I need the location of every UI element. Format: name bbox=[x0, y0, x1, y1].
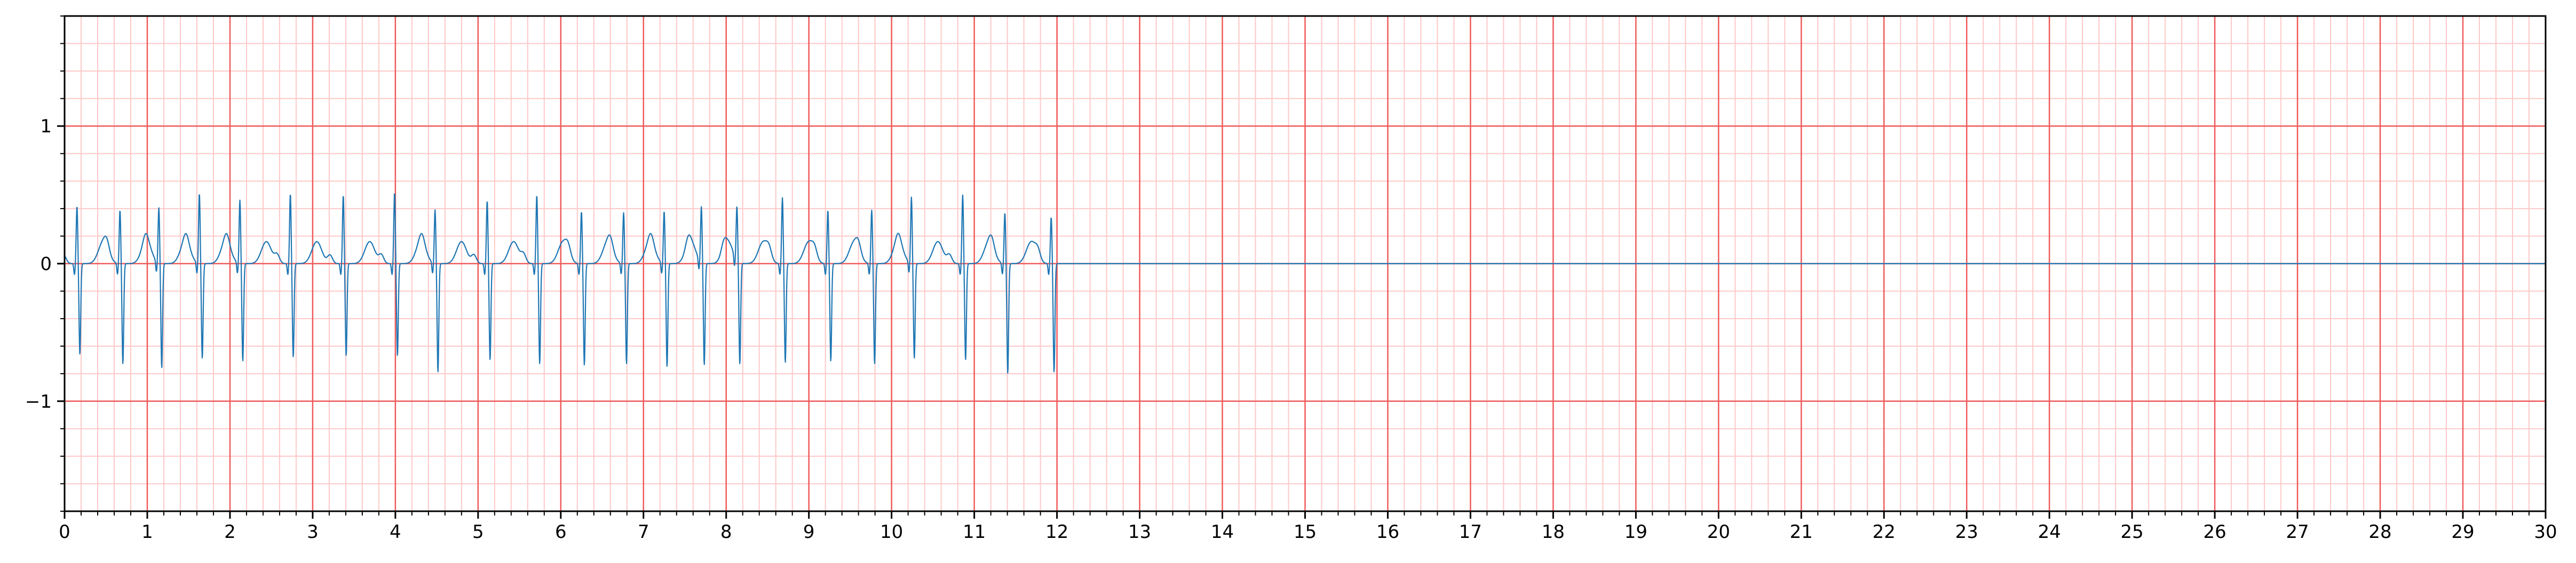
x-tick-label: 13 bbox=[1128, 521, 1151, 543]
series-layer bbox=[64, 193, 2546, 374]
x-tick-label: 5 bbox=[472, 521, 484, 543]
x-tick-label: 28 bbox=[2368, 521, 2391, 543]
x-tick-label: 18 bbox=[1542, 521, 1565, 543]
y-tick-label: −1 bbox=[25, 391, 52, 413]
x-tick-label: 23 bbox=[1955, 521, 1978, 543]
x-tick-label: 10 bbox=[880, 521, 903, 543]
x-tick-label: 7 bbox=[638, 521, 649, 543]
x-tick-label: 22 bbox=[1873, 521, 1896, 543]
x-tick-label: 17 bbox=[1459, 521, 1482, 543]
x-tick-label: 21 bbox=[1790, 521, 1813, 543]
x-tick-label: 27 bbox=[2286, 521, 2309, 543]
x-tick-label: 12 bbox=[1045, 521, 1068, 543]
x-tick-label: 8 bbox=[720, 521, 732, 543]
x-tick-label: 11 bbox=[963, 521, 986, 543]
x-tick-label: 29 bbox=[2451, 521, 2474, 543]
x-tick-label: 3 bbox=[307, 521, 319, 543]
x-tick-label: 26 bbox=[2204, 521, 2226, 543]
x-tick-label: 14 bbox=[1211, 521, 1234, 543]
y-axis: −1 0 1 bbox=[25, 15, 65, 512]
x-tick-label: 4 bbox=[390, 521, 401, 543]
x-tick-label: 24 bbox=[2038, 521, 2061, 543]
x-tick-label: 19 bbox=[1624, 521, 1647, 543]
x-tick-label: 15 bbox=[1294, 521, 1317, 543]
x-tick-label: 2 bbox=[224, 521, 236, 543]
x-tick-label: 1 bbox=[141, 521, 153, 543]
x-tick-label: 20 bbox=[1707, 521, 1730, 543]
x-tick-label: 6 bbox=[555, 521, 567, 543]
x-tick-label: 9 bbox=[803, 521, 815, 543]
ecg-trace bbox=[64, 193, 1058, 374]
y-tick-label: 0 bbox=[40, 253, 52, 275]
x-tick-label: 0 bbox=[59, 521, 70, 543]
x-axis: 0 1 2 3 4 5 6 7 8 9 10 11 12 13 14 15 16 17 18 19 20 21 22 23 24… bbox=[59, 511, 2557, 543]
x-tick-label: 25 bbox=[2121, 521, 2144, 543]
y-tick-label: 1 bbox=[40, 116, 52, 137]
x-tick-label: 30 bbox=[2534, 521, 2557, 543]
x-tick-label: 16 bbox=[1376, 521, 1399, 543]
